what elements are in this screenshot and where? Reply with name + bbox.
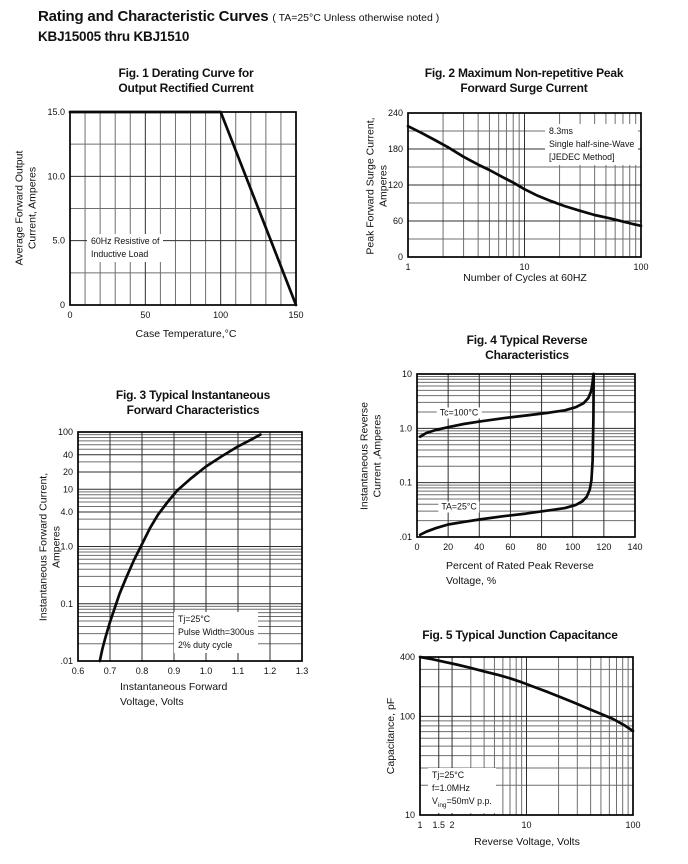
fig4-curve-reverse-current-ta25 <box>418 372 596 537</box>
fig1-x-tick-100: 100 <box>213 310 228 320</box>
fig4-x-tick-80: 80 <box>537 542 547 552</box>
part-range: KBJ15005 thru KBJ1510 <box>38 29 190 44</box>
fig1-y-tick-5.0: 5.0 <box>52 236 65 246</box>
fig5-curve-junction-capacitance-curve <box>418 655 635 733</box>
fig2-curve-surge-current-curve <box>406 124 643 228</box>
fig3-y-tick-20: 20 <box>63 467 73 477</box>
fig1-x-tick-50: 50 <box>140 310 150 320</box>
fig4-plot-border <box>416 373 636 538</box>
fig5-x-tick-1.5: 1.5 <box>432 820 445 830</box>
fig2-y-tick-180: 180 <box>388 144 403 154</box>
fig4-x-tick-40: 40 <box>474 542 484 552</box>
fig1-curve-derating-curve <box>68 110 298 307</box>
fig3-x-tick-0.7: 0.7 <box>104 666 117 676</box>
fig4-y-tick-1.0: 1.0 <box>399 423 412 433</box>
fig2-x-tick-100: 100 <box>633 262 648 272</box>
fig3-y-tick-100: 100 <box>58 427 73 437</box>
fig5-y-tick-100: 100 <box>400 711 415 721</box>
fig2-y-tick-60: 60 <box>393 216 403 226</box>
fig1-y-tick-10.0: 10.0 <box>47 171 65 181</box>
fig4-x-tick-20: 20 <box>443 542 453 552</box>
fig4-y-tick-10: 10 <box>402 369 412 379</box>
fig2-x-tick-10: 10 <box>519 262 529 272</box>
doc-header: Rating and Characteristic Curves( TA=25°… <box>38 8 439 44</box>
fig5-y-tick-400: 400 <box>400 652 415 662</box>
page-subtitle: ( TA=25°C Unless otherwise noted ) <box>272 12 440 24</box>
fig4-x-tick-60: 60 <box>505 542 515 552</box>
fig5-x-tick-10: 10 <box>521 820 531 830</box>
fig3-y-tick-4.0: 4.0 <box>60 507 73 517</box>
fig4-y-tick-0.1: 0.1 <box>399 478 412 488</box>
fig1-x-tick-0: 0 <box>67 310 72 320</box>
fig3-y-tick-.01: .01 <box>60 656 73 666</box>
fig3-y-tick-40: 40 <box>63 450 73 460</box>
fig3-x-tick-0.8: 0.8 <box>136 666 149 676</box>
fig3-curve-forward-characteristic-curve <box>98 433 262 663</box>
fig3-y-tick-10: 10 <box>63 484 73 494</box>
fig5-y-tick-10: 10 <box>405 810 415 820</box>
fig5-plot-border <box>419 656 634 816</box>
fig4-x-tick-140: 140 <box>627 542 642 552</box>
fig4-curve-reverse-current-tc100 <box>418 372 595 439</box>
fig3-x-tick-0.6: 0.6 <box>72 666 85 676</box>
fig5-x-tick-1: 1 <box>417 820 422 830</box>
fig2-y-tick-120: 120 <box>388 180 403 190</box>
fig2-plot-border <box>407 112 642 258</box>
fig2-y-tick-0: 0 <box>398 252 403 262</box>
fig4-x-tick-0: 0 <box>414 542 419 552</box>
fig3-plot-border <box>77 431 303 662</box>
fig4-x-tick-100: 100 <box>565 542 580 552</box>
fig3-x-tick-0.9: 0.9 <box>168 666 181 676</box>
fig3-y-tick-0.1: 0.1 <box>60 599 73 609</box>
fig2-x-tick-1: 1 <box>405 262 410 272</box>
fig3-x-tick-1.1: 1.1 <box>232 666 245 676</box>
fig1-y-tick-15.0: 15.0 <box>47 107 65 117</box>
fig3-x-tick-1.3: 1.3 <box>296 666 309 676</box>
fig4-y-tick-.01: .01 <box>399 532 412 542</box>
fig3-y-tick-1.0: 1.0 <box>60 542 73 552</box>
fig4-x-tick-120: 120 <box>596 542 611 552</box>
fig3-x-tick-1.2: 1.2 <box>264 666 277 676</box>
fig3-x-tick-1.0: 1.0 <box>200 666 213 676</box>
fig5-x-tick-2: 2 <box>450 820 455 830</box>
fig5-x-tick-100: 100 <box>625 820 640 830</box>
fig1-x-tick-150: 150 <box>288 310 303 320</box>
page-title: Rating and Characteristic Curves <box>38 8 269 25</box>
fig2-y-tick-240: 240 <box>388 108 403 118</box>
fig1-y-tick-0: 0 <box>60 300 65 310</box>
header-line-1: Rating and Characteristic Curves( TA=25°… <box>38 8 439 26</box>
